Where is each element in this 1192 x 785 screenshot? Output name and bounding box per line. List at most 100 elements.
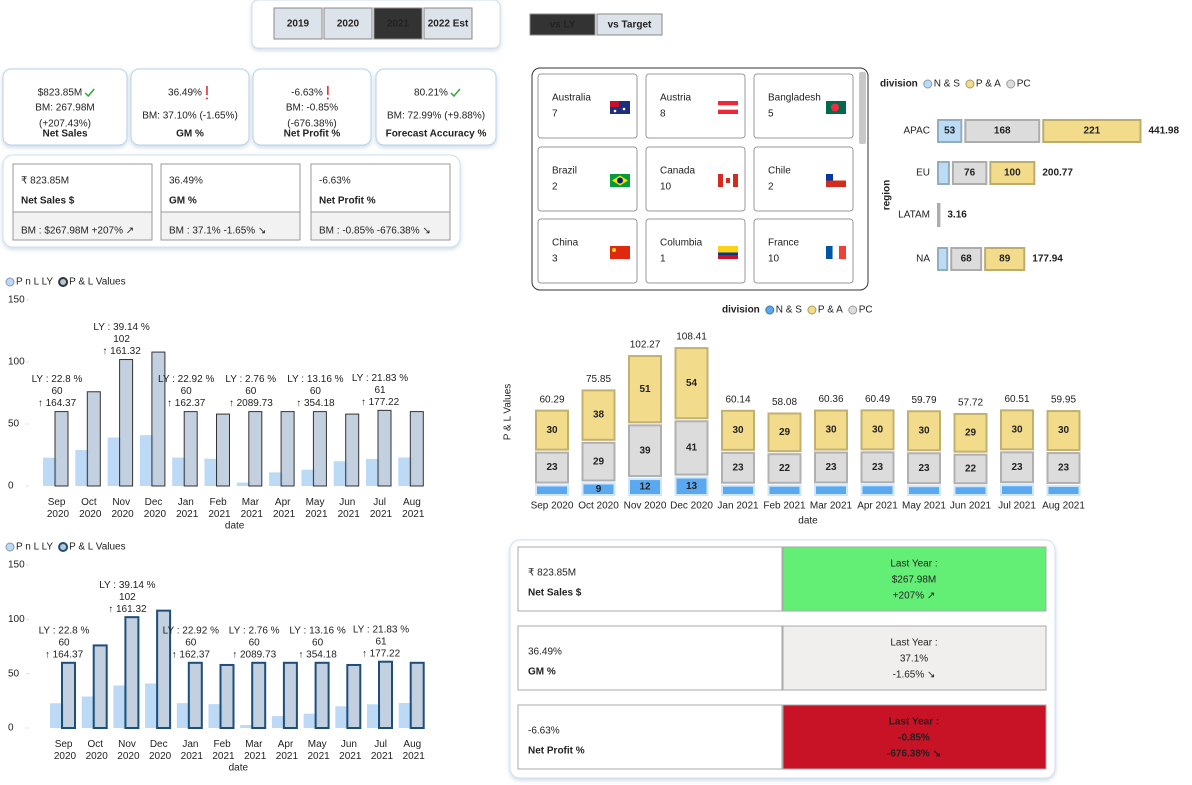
flag [622,107,626,111]
scrollbar[interactable] [859,72,866,144]
year-button[interactable] [323,7,373,40]
x-tick-label: Apr 2021 [857,501,898,512]
kpi-label: GM % [176,129,204,140]
x-tick-label: Sep 2020 [47,497,70,520]
summary-label: Net Profit % [319,196,376,207]
x-tick-label: May 2021 [305,497,328,520]
x-tick-year: 2021 [212,751,235,762]
year-button[interactable] [373,7,423,40]
country-name: Columbia [660,238,703,249]
summary-label: GM % [169,196,197,207]
x-tick-month: Dec [145,497,166,508]
kpi-benchmark: BM: 37.10% (-1.65%) [142,111,238,122]
x-tick-label: Jun 2021 [339,739,362,762]
legend-marker [5,542,15,552]
x-tick-label: Aug 2021 [402,497,425,520]
country-tile[interactable] [645,73,746,139]
compare-button[interactable] [596,13,663,36]
pl-bar [282,661,298,729]
comparison-label: GM % [528,667,556,678]
segment-label: 100 [1004,168,1021,179]
alert-icon [205,97,208,100]
y-tick-label: 100 [8,357,25,368]
x-tick-year: 2021 [241,509,264,520]
x-tick-year: 2020 [149,751,172,762]
comparison-value: -6.63% [528,726,560,737]
value-label: 102 [113,334,130,345]
year-button-label: 2019 [287,19,310,30]
y-tick-label: 0 [8,481,14,492]
total-label: 58.08 [772,397,797,408]
value-label: 60 [181,386,193,397]
segment [767,484,802,496]
kpi-change: (+207.43%) [39,119,91,130]
flag [718,255,738,259]
pl-bar [54,411,69,487]
country-tile[interactable] [537,218,638,284]
segment [674,476,709,496]
change-label: ↑ 354.18 [296,398,335,409]
country-tile[interactable] [645,146,746,212]
total-label: 200.77 [1042,168,1073,179]
legend-marker [765,305,775,315]
legend-marker [58,542,69,552]
y-tick-label: 50 [8,668,20,679]
segment [581,441,616,482]
country-count: 8 [660,109,666,120]
x-tick-month: Mar [245,739,265,750]
year-button-label: 2022 Est [428,19,469,30]
legend-label: P & A [818,305,843,316]
flag [718,105,738,110]
ly-label: LY : 39.14 % [93,322,149,333]
segment [628,424,662,478]
flag [726,178,730,183]
kpi-label: Forecast Accuracy % [386,129,487,140]
kpi-card [252,68,372,146]
country-tile[interactable] [645,218,746,284]
comparison-right [782,546,1047,612]
segment-label: 30 [732,425,744,436]
segment-label: 30 [1058,425,1070,436]
comparison-right [782,704,1047,770]
ly-bar [176,703,191,728]
country-tile[interactable] [753,146,854,212]
country-count: 5 [768,109,774,120]
pl-bar [248,411,263,487]
segment-label: 23 [732,462,744,473]
x-tick-label: Feb 2021 [212,739,235,762]
x-tick-month: Aug [403,497,424,508]
compare-button[interactable] [529,13,596,36]
x-tick-month: Dec [150,739,171,750]
ly-bar [366,458,380,486]
total-label: 102.27 [630,340,661,351]
x-tick-month: Jan [182,739,201,750]
pl-bar [219,663,235,729]
legend-label: P & L Values [69,277,126,288]
total-label: 60.14 [725,394,750,405]
country-tile[interactable] [753,73,854,139]
segment [1000,409,1034,451]
flag [826,180,846,187]
flag [613,109,617,113]
comparison-change: -676.38% ↘ [887,749,941,760]
country-tile[interactable] [537,146,638,212]
total-label: 60.49 [865,394,890,405]
country-count: 1 [660,254,666,265]
x-tick-label: Jul 2021 [370,497,393,520]
x-tick-label: Jun 2021 [950,501,992,512]
y-tick-label: NA [916,254,930,265]
country-tile[interactable] [537,73,638,139]
total-label: 441.98 [1148,126,1179,137]
country-count: 10 [768,254,780,265]
year-button[interactable] [423,7,473,40]
pl-bar [92,644,108,729]
year-button[interactable] [273,7,323,40]
pl-bar [312,411,327,487]
comparison-label: Net Profit % [528,746,585,757]
x-tick-label: May 2021 [902,501,946,512]
country-tile[interactable] [753,218,854,284]
x-tick-label: Apr 2021 [273,497,296,520]
ly-label: LY : 21.83 % [352,373,408,384]
x-tick-month: May [306,497,328,508]
